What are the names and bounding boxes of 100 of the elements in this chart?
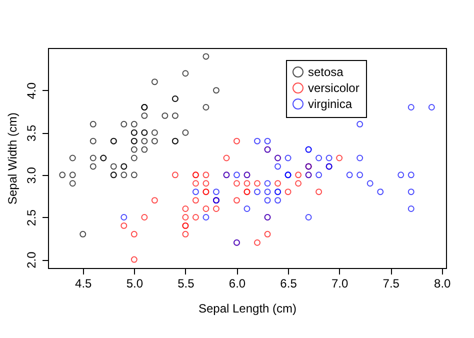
y-tick-label: 4.0 xyxy=(24,82,38,100)
point xyxy=(295,180,302,187)
point xyxy=(234,172,240,178)
legend-label: setosa xyxy=(308,65,344,79)
x-tick-label: 5.0 xyxy=(126,276,144,290)
point xyxy=(162,112,168,119)
legend-label: virginica xyxy=(308,97,352,111)
point xyxy=(305,214,312,220)
point xyxy=(69,180,76,187)
point xyxy=(202,104,210,110)
x-tick-label: 6.5 xyxy=(280,276,298,290)
point xyxy=(264,230,271,238)
y-tick-label: 2.0 xyxy=(24,251,38,268)
point xyxy=(130,154,138,162)
point xyxy=(244,180,250,187)
point xyxy=(254,239,260,246)
point xyxy=(234,197,240,204)
point xyxy=(80,230,86,238)
point xyxy=(141,214,148,220)
point xyxy=(141,112,148,119)
point xyxy=(69,172,76,178)
point xyxy=(326,154,332,162)
y-tick-label: 2.5 xyxy=(24,209,38,226)
point xyxy=(202,214,210,220)
point xyxy=(202,53,210,60)
point xyxy=(110,163,117,170)
point xyxy=(202,180,210,187)
point xyxy=(120,120,128,128)
point xyxy=(316,188,322,196)
point xyxy=(212,206,220,212)
point xyxy=(284,188,292,196)
point xyxy=(274,180,282,187)
point xyxy=(264,197,271,204)
point xyxy=(202,206,210,212)
point xyxy=(90,138,96,144)
point xyxy=(182,214,189,220)
point xyxy=(192,197,199,204)
point xyxy=(346,172,353,178)
point xyxy=(254,188,260,196)
point xyxy=(408,104,414,110)
point xyxy=(182,206,189,212)
x-axis-title: Sepal Length (cm) xyxy=(198,302,297,316)
point xyxy=(264,188,271,196)
y-tick-label: 3.0 xyxy=(24,166,38,184)
legend-label: versicolor xyxy=(308,81,360,95)
point xyxy=(151,197,158,204)
point xyxy=(316,154,322,162)
point xyxy=(151,138,158,144)
point xyxy=(182,129,189,136)
x-tick-label: 7.0 xyxy=(331,276,348,290)
y-axis-title: Sepal Width (cm) xyxy=(6,112,20,205)
x-tick-label: 5.5 xyxy=(178,276,195,290)
point xyxy=(264,180,271,187)
point xyxy=(254,180,260,187)
point xyxy=(202,172,210,178)
point xyxy=(130,120,138,128)
point xyxy=(130,146,138,153)
x-tick-label: 8.0 xyxy=(434,276,452,290)
point xyxy=(356,172,364,178)
point xyxy=(428,104,435,110)
point xyxy=(366,180,374,187)
point xyxy=(212,188,220,196)
point xyxy=(192,188,199,196)
point xyxy=(90,154,96,162)
x-tick-label: 7.5 xyxy=(382,276,400,290)
point xyxy=(336,154,343,162)
point xyxy=(141,138,148,144)
point xyxy=(69,154,76,162)
x-tick-label: 6.0 xyxy=(228,276,246,290)
point xyxy=(274,163,282,170)
point xyxy=(151,129,158,136)
point xyxy=(408,206,414,212)
x-tick-label: 4.5 xyxy=(75,276,92,290)
point xyxy=(130,172,138,178)
point xyxy=(120,214,128,220)
point xyxy=(90,163,96,170)
point xyxy=(172,172,178,178)
point xyxy=(90,120,96,128)
point xyxy=(284,154,292,162)
point xyxy=(264,138,271,144)
point xyxy=(172,112,178,119)
point xyxy=(274,197,282,204)
point xyxy=(234,180,240,187)
point xyxy=(151,78,158,86)
point xyxy=(316,172,322,178)
point xyxy=(141,146,148,153)
point xyxy=(356,154,364,162)
point xyxy=(234,138,240,144)
point xyxy=(130,256,138,263)
point xyxy=(192,180,199,187)
point xyxy=(244,206,250,212)
point xyxy=(182,230,189,238)
point xyxy=(408,188,414,196)
point xyxy=(254,138,260,144)
point xyxy=(212,87,220,94)
point xyxy=(356,120,364,128)
point xyxy=(398,172,404,178)
y-tick-label: 3.5 xyxy=(24,124,38,142)
point xyxy=(408,172,414,178)
point xyxy=(120,172,128,178)
